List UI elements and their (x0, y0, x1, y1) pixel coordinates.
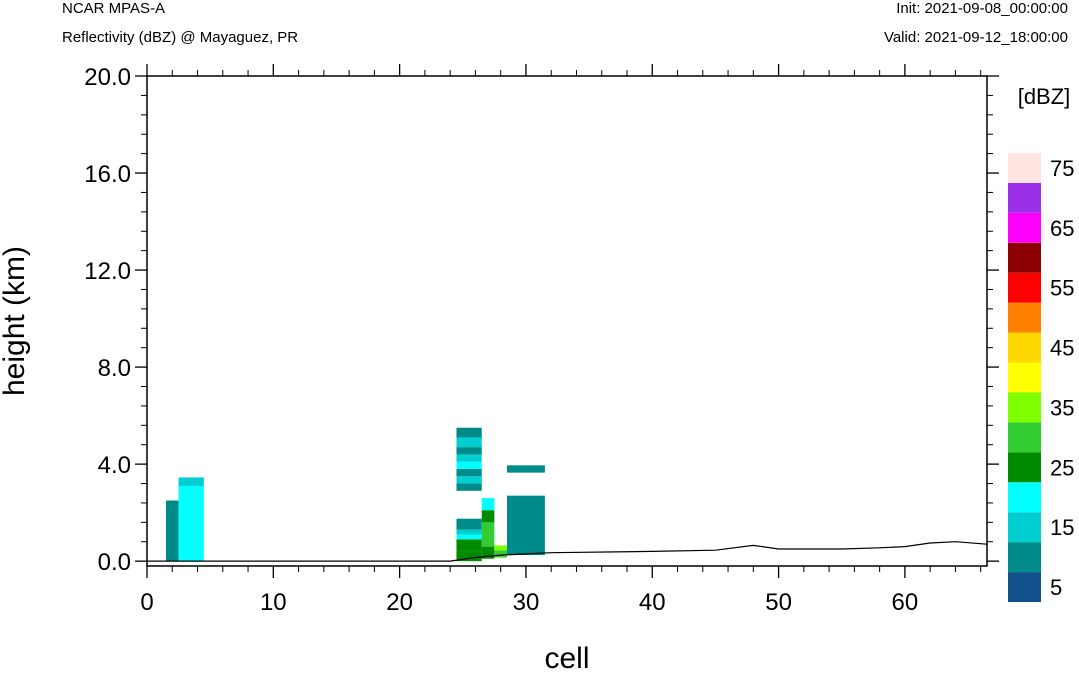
chart-title: NCAR MPAS-A (62, 0, 166, 17)
colorbar-swatch-6 (1008, 392, 1041, 423)
colorbar-swatch-8 (1008, 332, 1041, 363)
x-axis-title: cell (544, 642, 589, 675)
y-tick-label-4: 16.0 (84, 161, 131, 188)
reflectivity-cell-7 (456, 518, 482, 530)
colorbar-label-1: 15 (1050, 515, 1074, 540)
colorbar-swatch-10 (1008, 272, 1041, 303)
reflectivity-cell-20 (494, 550, 507, 558)
init-time: Init: 2021-09-08_00:00:00 (896, 0, 1068, 17)
reflectivity-cell-12 (456, 454, 482, 462)
x-tick-label-4: 40 (639, 589, 666, 616)
reflectivity-cell-8 (456, 483, 482, 491)
colorbar-label-7: 75 (1050, 156, 1074, 181)
reflectivity-cell-9 (456, 476, 482, 484)
y-tick-label-3: 12.0 (84, 258, 131, 285)
x-tick-label-0: 0 (140, 589, 153, 616)
x-tick-label-6: 60 (892, 589, 919, 616)
reflectivity-cell-15 (456, 427, 482, 438)
colorbar-swatch-5 (1008, 422, 1041, 453)
reflectivity-cell-22 (507, 495, 545, 556)
reflectivity-cell-13 (456, 447, 482, 455)
reflectivity-cell-3 (456, 551, 482, 562)
colorbar-swatch-3 (1008, 482, 1041, 513)
reflectivity-cell-11 (456, 461, 482, 469)
x-tick-label-2: 20 (386, 589, 413, 616)
colorbar-swatch-13 (1008, 182, 1041, 213)
reflectivity-cell-17 (481, 522, 495, 547)
colorbar-label-5: 55 (1050, 276, 1074, 301)
reflectivity-cell-2 (178, 477, 204, 486)
colorbar-label-6: 65 (1050, 216, 1074, 241)
terrain-line (147, 541, 988, 562)
valid-time: Valid: 2021-09-12_18:00:00 (883, 29, 1068, 46)
colorbar-swatch-2 (1008, 512, 1041, 543)
colorbar-swatch-7 (1008, 362, 1041, 393)
colorbar-label-2: 25 (1050, 455, 1074, 480)
colorbar-swatch-1 (1008, 542, 1041, 573)
colorbar-label-3: 35 (1050, 395, 1074, 420)
colorbar-swatch-9 (1008, 302, 1041, 333)
chart-subtitle: Reflectivity (dBZ) @ Mayaguez, PR (62, 29, 299, 46)
colorbar-swatch-0 (1008, 572, 1041, 602)
colorbar-swatch-4 (1008, 452, 1041, 483)
y-tick-label-5: 20.0 (84, 64, 131, 91)
axis-ticks (135, 64, 999, 578)
reflectivity-cell-19 (481, 498, 495, 511)
terrain (147, 541, 988, 562)
reflectivity-cell-21 (494, 545, 507, 551)
reflectivity-cell-10 (456, 468, 482, 477)
reflectivity-cell-5 (456, 534, 482, 540)
colorbar-title: [dBZ] (1018, 84, 1071, 109)
y-tick-label-2: 8.0 (98, 355, 131, 382)
data-cells (165, 427, 545, 562)
reflectivity-cell-14 (456, 437, 482, 448)
colorbar-swatch-14 (1008, 153, 1041, 183)
y-tick-label-1: 4.0 (98, 452, 131, 479)
colorbar-swatch-11 (1008, 242, 1041, 273)
reflectivity-cell-4 (456, 539, 482, 552)
reflectivity-cell-0 (165, 500, 179, 562)
axis-tick-labels: 0 10 20 30 40 50 60 0.0 4.0 8.0 12.0 16.0 20.0 (84, 64, 918, 616)
reflectivity-cell-1 (178, 485, 204, 562)
reflectivity-cell-23 (507, 465, 545, 473)
y-axis-title: height (km) (0, 246, 31, 396)
colorbar-label-4: 45 (1050, 336, 1074, 361)
reflectivity-cell-18 (481, 510, 495, 523)
colorbar-label-0: 5 (1050, 575, 1062, 600)
reflectivity-cell-6 (456, 529, 482, 535)
plot-frame (146, 75, 988, 567)
y-tick-label-0: 0.0 (98, 549, 131, 576)
x-tick-label-3: 30 (513, 589, 540, 616)
colorbar-swatch-12 (1008, 212, 1041, 243)
x-tick-label-5: 50 (765, 589, 792, 616)
colorbar: 5 15 25 35 45 55 65 75 (1008, 153, 1074, 602)
x-tick-label-1: 10 (260, 589, 287, 616)
